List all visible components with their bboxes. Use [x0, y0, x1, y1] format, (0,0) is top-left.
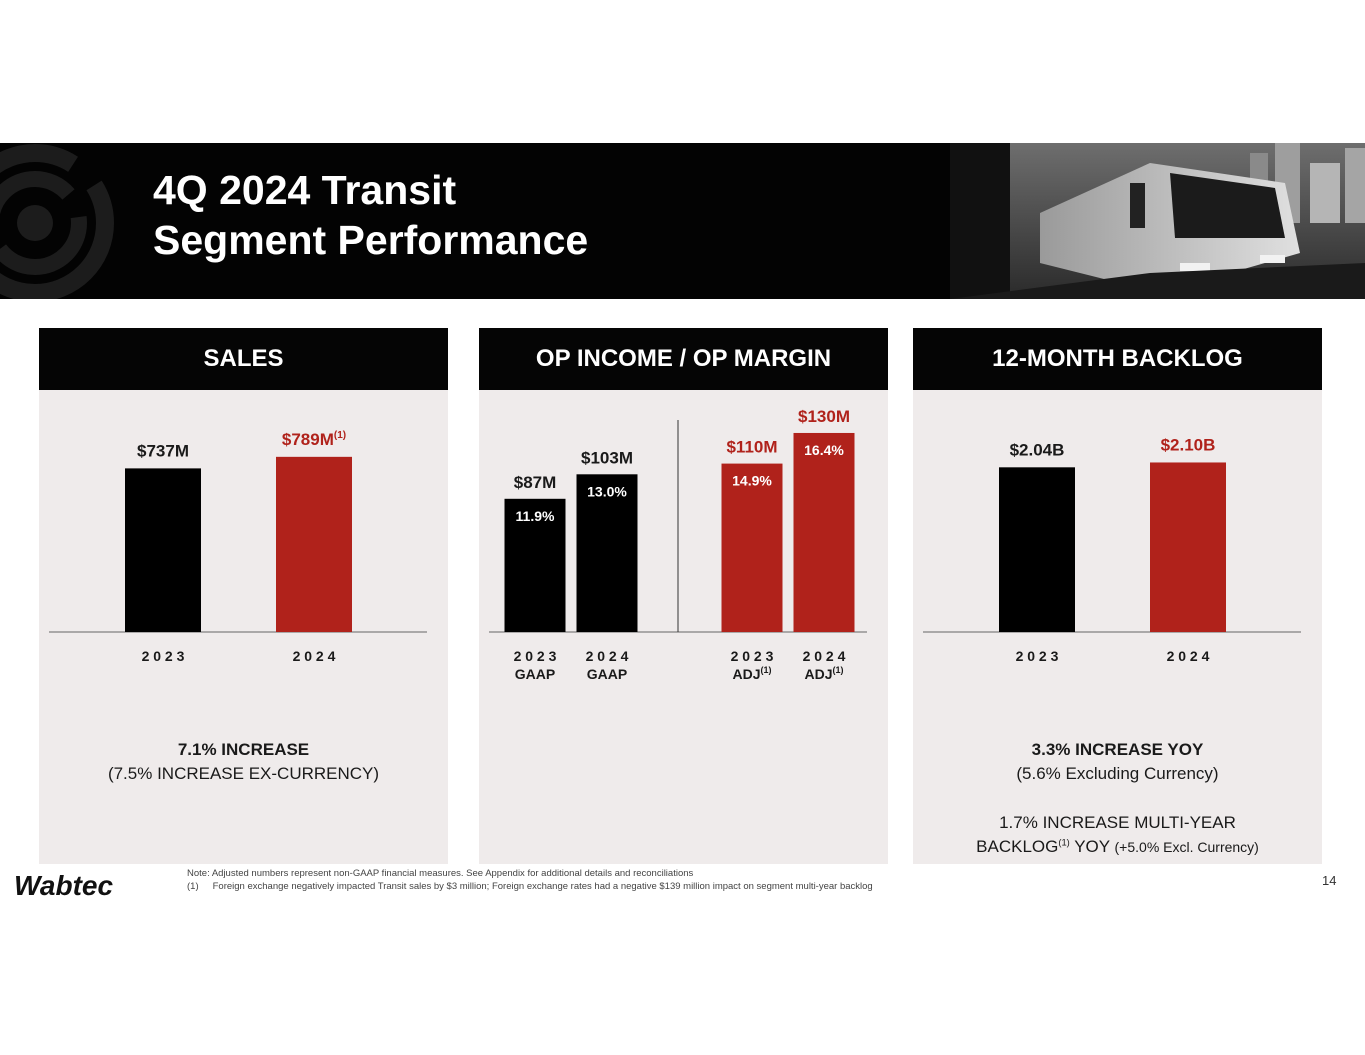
sales-header: SALES [39, 328, 448, 390]
backlog-panel: 12-MONTH BACKLOG $2.04B 2 0 2 3 $2.10B 2 0 … [913, 328, 1322, 864]
page-number: 14 [1322, 873, 1337, 888]
bar-0 [504, 498, 566, 632]
sublabel-footnote-ref: (1) [761, 665, 772, 675]
op-income-header: OP INCOME / OP MARGIN [479, 328, 888, 390]
train-photo [950, 143, 1365, 299]
title-line-1: 4Q 2024 Transit [153, 167, 457, 213]
multi-year-line1: 1.7% INCREASE MULTI-YEAR [999, 813, 1236, 832]
multi-year-caption: 1.7% INCREASE MULTI-YEAR BACKLOG(1) YOY … [913, 811, 1322, 859]
category-label-2: 2 0 2 3 [731, 648, 774, 664]
bar-0 [999, 467, 1075, 632]
wabtec-wordmark: Wabtec [14, 870, 113, 900]
wabtec-logo: Wabtec [14, 870, 146, 905]
category-label-1: 2 0 2 4 [293, 648, 336, 664]
value-label-0: $2.04B [1010, 440, 1065, 459]
footnote-1: (1) Foreign exchange negatively impacted … [187, 880, 873, 893]
bar-0 [125, 468, 201, 632]
backlog-footnote-ref: (1) [1058, 837, 1070, 848]
sublabel-footnote-ref: (1) [833, 665, 844, 675]
excl-currency-note: (+5.0% Excl. Currency) [1114, 839, 1259, 855]
footnote-marker: (1) [187, 881, 199, 892]
bar-2 [721, 463, 783, 632]
backlog-header: 12-MONTH BACKLOG [913, 328, 1322, 390]
page-title: 4Q 2024 Transit Segment Performance [153, 165, 588, 265]
category-label-1: 2 0 2 4 [586, 648, 629, 664]
category-label-0: 2 0 2 3 [142, 648, 185, 664]
margin-label-0: 11.9% [516, 508, 555, 524]
value-label-2: $110M [726, 438, 777, 457]
category-label-3: 2 0 2 4 [803, 648, 846, 664]
value-label-footnote-ref: (1) [334, 430, 346, 441]
value-label-0: $737M [137, 441, 189, 460]
footnotes: Note: Adjusted numbers represent non-GAA… [187, 867, 873, 893]
wabtec-swirl-logo-icon [0, 144, 114, 299]
wabtec-wordmark-icon: Wabtec [14, 870, 113, 901]
category-label-0: 2 0 2 3 [1016, 648, 1059, 664]
title-banner: 4Q 2024 Transit Segment Performance [0, 143, 1365, 299]
backlog-chart: $2.04B 2 0 2 3 $2.10B 2 0 2 4 [923, 435, 1301, 664]
sales-ex-currency: (7.5% INCREASE EX-CURRENCY) [107, 764, 380, 783]
sublabel-0: GAAP [515, 666, 555, 682]
category-label-0: 2 0 2 3 [514, 648, 557, 664]
sales-caption: 7.1% INCREASE (7.5% INCREASE EX-CURRENCY… [39, 738, 448, 786]
value-label-1: $2.10B [1161, 435, 1216, 454]
note-text: Note: Adjusted numbers represent non-GAA… [187, 868, 694, 879]
footnote-text: Foreign exchange negatively impacted Tra… [212, 881, 873, 892]
sales-increase: 7.1% INCREASE [177, 740, 310, 759]
value-label-0: $87M [514, 473, 557, 492]
title-line-2: Segment Performance [153, 217, 589, 263]
bar-3 [793, 432, 855, 632]
backlog-caption: 3.3% INCREASE YOY (5.6% Excluding Curren… [913, 738, 1322, 786]
multi-year-line2: BACKLOG(1) YOY (+5.0% Excl. Currency) [913, 835, 1322, 859]
margin-label-3: 16.4% [804, 442, 844, 458]
margin-label-2: 14.9% [732, 473, 772, 489]
bar-1 [276, 456, 352, 632]
sublabel-1: GAAP [587, 666, 627, 682]
sales-panel: SALES $737M 2 0 2 3 $789M(1) 2 0 2 4 7.1% I… [39, 328, 448, 864]
op-income-chart: $87M 11.9% 2 0 2 3 GAAP $103M 13.0% 2 0 2 4 GAA… [489, 407, 867, 682]
category-label-1: 2 0 2 4 [1167, 648, 1210, 664]
sales-chart: $737M 2 0 2 3 $789M(1) 2 0 2 4 [49, 430, 427, 664]
value-label-1: $103M [581, 448, 633, 467]
sublabel-2: ADJ(1) [732, 665, 771, 682]
backlog-ex-currency: (5.6% Excluding Currency) [1016, 764, 1219, 783]
op-income-panel: OP INCOME / OP MARGIN $87M 11.9% 2 0 2 3 GA… [479, 328, 888, 864]
backlog-increase: 3.3% INCREASE YOY [1031, 740, 1204, 759]
sublabel-3: ADJ(1) [804, 665, 843, 682]
value-label-3: $130M [798, 407, 850, 426]
margin-label-1: 13.0% [587, 483, 627, 499]
value-label-1: $789M(1) [282, 430, 346, 449]
yoy-word: YOY [1069, 837, 1115, 856]
bar-1 [1150, 462, 1226, 632]
bar-1 [576, 474, 638, 632]
backlog-word: BACKLOG [976, 837, 1059, 856]
